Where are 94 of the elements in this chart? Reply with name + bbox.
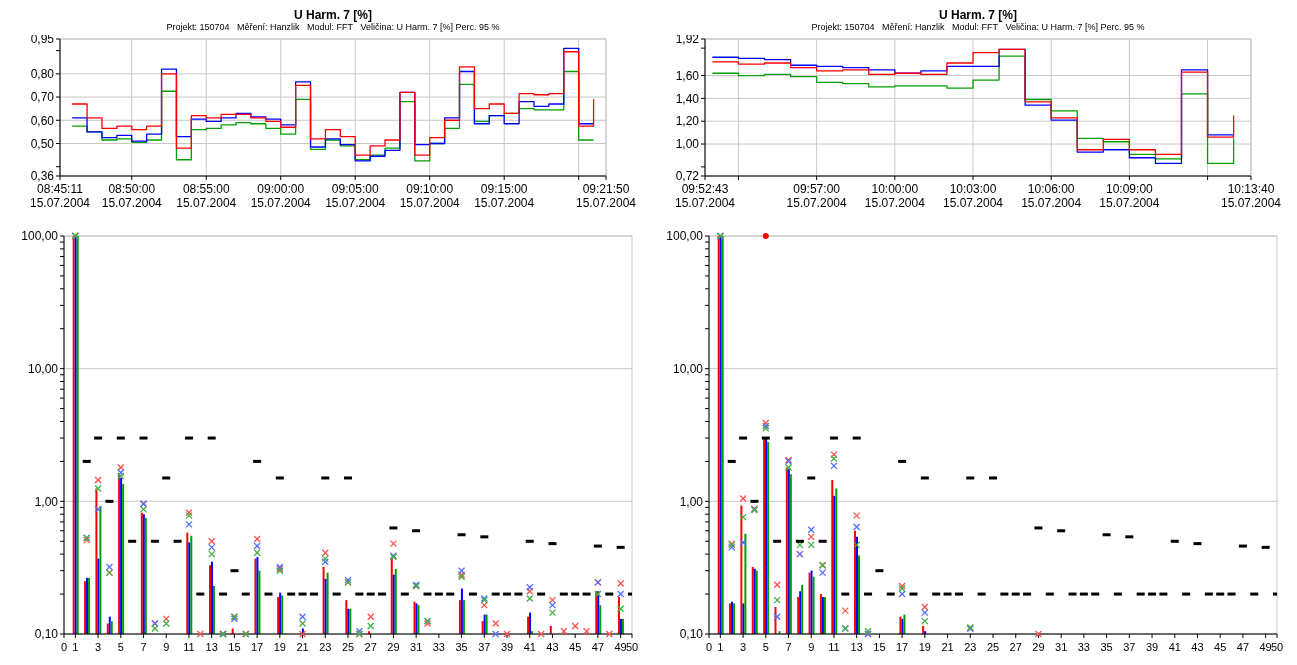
x-tick-label: 21 <box>941 641 954 653</box>
x-tick-label: 23 <box>319 641 332 653</box>
x-tick-label: 08:50:00 15.07.2004 <box>101 182 163 210</box>
y-tick-label: 1,60 <box>675 68 700 83</box>
x-tick-label: 15 <box>873 641 886 653</box>
chart-title: U Harm. 7 [%] <box>293 8 373 22</box>
y-tick-label: 0,72 <box>675 169 700 184</box>
x-tick-label: 09:21:50 15.07.2004 <box>575 182 637 210</box>
x-tick-label: 0 <box>60 641 68 653</box>
x-tick-label: 29 <box>1032 641 1045 653</box>
x-tick-label: 47 <box>1236 641 1250 653</box>
x-tick-label: 08:55:00 15.07.2004 <box>176 182 237 210</box>
x-tick-label: 08:45:11 15.07.2004 <box>29 182 91 210</box>
x-tick-label: 19 <box>273 641 286 653</box>
y-tick-label: 100,00 <box>21 229 59 244</box>
x-tick-label: 13 <box>850 641 863 653</box>
x-tick-label: 50 <box>1270 641 1284 653</box>
x-tick-label: 7 <box>785 641 792 653</box>
x-tick-label: 1 <box>72 641 79 653</box>
x-tick-label: 11 <box>828 641 840 653</box>
x-tick-label: 09:15:00 15.07.2004 <box>474 182 535 210</box>
x-tick-label: 09:52:43 15.07.2004 <box>674 182 736 210</box>
y-tick-label: 0,60 <box>30 113 55 128</box>
x-tick-label: 37 <box>1123 641 1136 653</box>
y-tick-label: 1,40 <box>675 91 700 106</box>
y-tick-label: 1,20 <box>675 114 700 129</box>
x-tick-label: 43 <box>1191 641 1204 653</box>
x-tick-label: 3 <box>740 641 747 653</box>
x-tick-label: 27 <box>1009 641 1022 653</box>
x-tick-label: 41 <box>523 641 536 653</box>
x-tick-label: 10:09:00 15.07.2004 <box>1099 182 1160 210</box>
x-tick-label: 29 <box>387 641 400 653</box>
y-tick-label: 1,92 <box>675 32 700 47</box>
x-tick-label: 33 <box>1077 641 1091 653</box>
point <box>762 233 769 239</box>
x-tick-label: 13 <box>205 641 218 653</box>
y-tick-label: 0,70 <box>30 90 55 105</box>
x-tick-label: 23 <box>964 641 977 653</box>
x-tick-label: 10:13:40 15.07.2004 <box>1220 182 1282 210</box>
x-tick-label: 25 <box>341 641 355 653</box>
y-tick-label: 0,95 <box>30 32 55 47</box>
x-tick-label: 10:03:00 15.07.2004 <box>942 182 1004 210</box>
x-tick-label: 09:05:00 15.07.2004 <box>325 182 386 210</box>
x-tick-label: 9 <box>808 641 815 653</box>
chart-subtitle: Projekt: 150704 Měření: Hanzlik Modul: FFT Veličina: U Harm. 7 [%] Perc. 95 % <box>165 22 501 32</box>
x-tick-label: 45 <box>1214 641 1227 653</box>
x-tick-label: 5 <box>117 641 124 653</box>
x-tick-label: 39 <box>500 641 514 653</box>
x-tick-label: 09:10:00 15.07.2004 <box>399 182 461 210</box>
y-tick-label: 0,50 <box>30 136 55 151</box>
chart-title: U Harm. 7 [%] <box>938 8 1018 22</box>
chart-subtitle: Projekt: 150704 Měření: Hanzlik Modul: FFT Veličina: U Harm. 7 [%] Perc. 95 % <box>810 22 1146 32</box>
y-tick-label: 1,00 <box>34 494 59 509</box>
y-tick-label: 0,10 <box>679 627 704 642</box>
x-tick-label: 09:00:00 15.07.2004 <box>250 182 312 210</box>
x-tick-label: 50 <box>625 641 639 653</box>
y-tick-label: 1,00 <box>675 137 700 152</box>
y-tick-label: 0,80 <box>30 67 55 82</box>
x-tick-label: 39 <box>1145 641 1159 653</box>
x-tick-label: 45 <box>569 641 582 653</box>
x-tick-label: 49 <box>614 641 627 653</box>
x-tick-label: 10:06:00 15.07.2004 <box>1021 182 1082 210</box>
x-tick-label: 15 <box>228 641 241 653</box>
x-tick-label: 7 <box>140 641 147 653</box>
x-tick-label: 19 <box>918 641 931 653</box>
x-tick-label: 27 <box>364 641 377 653</box>
x-tick-label: 0 <box>705 641 713 653</box>
x-tick-label: 9 <box>163 641 170 653</box>
x-tick-label: 21 <box>296 641 309 653</box>
y-tick-label: 100,00 <box>666 229 704 244</box>
x-tick-label: 31 <box>410 641 423 653</box>
x-tick-label: 17 <box>250 641 264 653</box>
y-tick-label: 10,00 <box>27 361 59 376</box>
x-tick-label: 31 <box>1055 641 1068 653</box>
y-tick-label: 0,36 <box>30 169 55 184</box>
x-tick-label: 25 <box>986 641 1000 653</box>
x-tick-label: 43 <box>546 641 559 653</box>
x-tick-label: 37 <box>478 641 491 653</box>
x-tick-label: 41 <box>1168 641 1181 653</box>
x-tick-label: 17 <box>895 641 909 653</box>
x-tick-label: 5 <box>762 641 769 653</box>
x-tick-label: 11 <box>183 641 195 653</box>
x-tick-label: 35 <box>1100 641 1113 653</box>
y-tick-label: 0,10 <box>34 627 59 642</box>
x-tick-label: 3 <box>95 641 102 653</box>
x-tick-label: 35 <box>455 641 468 653</box>
x-tick-label: 49 <box>1259 641 1272 653</box>
y-tick-label: 1,00 <box>679 494 704 509</box>
x-tick-label: 33 <box>432 641 446 653</box>
x-tick-label: 47 <box>591 641 605 653</box>
x-tick-label: 09:57:00 15.07.2004 <box>786 182 847 210</box>
x-tick-label: 1 <box>717 641 724 653</box>
y-tick-label: 10,00 <box>672 361 704 376</box>
x-tick-label: 10:00:00 15.07.2004 <box>864 182 926 210</box>
